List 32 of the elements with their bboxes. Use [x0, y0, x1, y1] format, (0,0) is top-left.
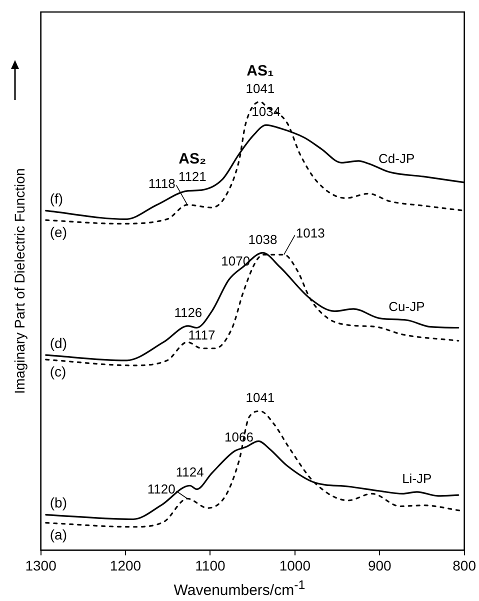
annotation: 1070: [221, 253, 250, 268]
x-tick-label: 1300: [25, 557, 57, 574]
annotation: 1038: [248, 232, 278, 247]
annotation: 1126: [174, 305, 202, 320]
x-tick-label: 800: [452, 557, 476, 574]
annotation: 1013: [296, 226, 325, 241]
annotation: 1041: [246, 80, 275, 96]
series-label: (f): [50, 190, 64, 207]
y-axis-title: Imaginary Part of Dielectric Function: [11, 168, 28, 394]
x-tick-label: 900: [368, 557, 392, 574]
annotation: AS₁: [246, 62, 274, 80]
annotation: 1120: [147, 482, 176, 497]
annotation: 1066: [224, 429, 254, 444]
annotation: 1034: [252, 104, 281, 120]
annotation: 1041: [246, 390, 275, 406]
annotation: 1118: [148, 176, 176, 191]
annotation: Li-JP: [402, 470, 432, 486]
annotation: AS₂: [178, 150, 206, 168]
x-tick-label: 1200: [110, 557, 142, 574]
series-label: (c): [50, 363, 66, 380]
annotation: 1117: [188, 327, 216, 342]
series-label: (a): [50, 526, 68, 543]
annotation: 1124: [176, 464, 204, 480]
annotation: Cd-JP: [378, 151, 415, 166]
x-tick-label: 1100: [195, 557, 226, 574]
annotation: 1121: [178, 169, 206, 184]
series-label: (d): [50, 334, 68, 351]
series-label: (b): [50, 494, 68, 511]
x-tick-label: 1000: [279, 557, 311, 574]
series-label: (e): [50, 224, 68, 240]
x-axis-title: Wavenumbers/cm$^{-1}$: [172, 578, 306, 599]
annotation: Cu-JP: [388, 299, 425, 314]
